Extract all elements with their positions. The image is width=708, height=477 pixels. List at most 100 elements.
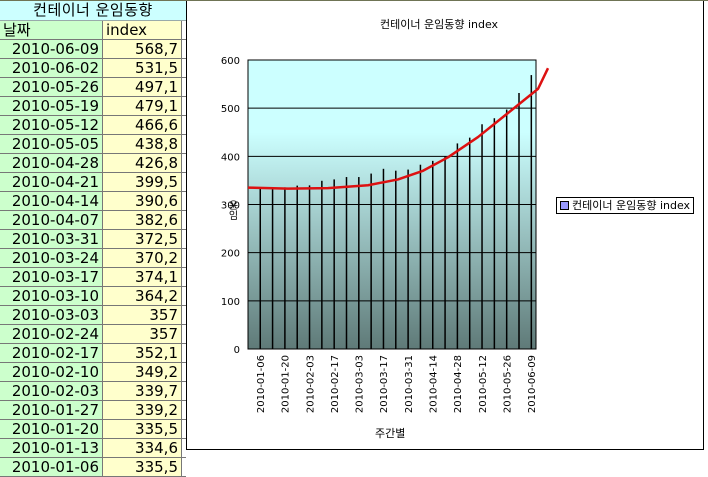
index-cell[interactable]: 357 xyxy=(103,325,182,343)
index-cell[interactable]: 568,7 xyxy=(103,40,182,58)
x-tick-label: 2010-04-14 xyxy=(429,355,440,413)
date-cell[interactable]: 2010-02-17 xyxy=(0,344,103,362)
table-row: 2010-02-24 357 xyxy=(0,325,186,344)
table-row: 2010-03-31 372,5 xyxy=(0,230,186,249)
x-tick-label: 2010-03-03 xyxy=(355,355,366,413)
bar[interactable] xyxy=(259,187,262,349)
bar[interactable] xyxy=(530,75,533,349)
date-cell[interactable]: 2010-03-03 xyxy=(0,306,103,324)
date-cell[interactable]: 2010-06-09 xyxy=(0,40,103,58)
sheet-title[interactable]: 컨테이너 운임동향 xyxy=(0,1,186,21)
date-cell[interactable]: 2010-05-26 xyxy=(0,78,103,96)
date-cell[interactable]: 2010-01-27 xyxy=(0,401,103,419)
date-cell[interactable]: 2010-04-14 xyxy=(0,192,103,210)
date-cell[interactable]: 2010-02-03 xyxy=(0,382,103,400)
index-cell[interactable]: 349,2 xyxy=(103,363,182,381)
x-tick-label: 2010-01-20 xyxy=(281,355,292,413)
header-row: 날짜 index xyxy=(0,21,186,40)
y-tick-label: 400 xyxy=(221,152,240,163)
bar[interactable] xyxy=(481,124,483,349)
table-row: 2010-02-10 349,2 xyxy=(0,363,186,382)
trendline xyxy=(247,67,550,190)
legend-label: 컨테이너 운임동향 index xyxy=(572,199,691,212)
index-cell[interactable]: 339,2 xyxy=(103,401,182,419)
bar[interactable] xyxy=(518,92,520,349)
index-cell[interactable]: 438,8 xyxy=(103,135,182,153)
date-cell[interactable]: 2010-05-12 xyxy=(0,116,103,134)
bar[interactable] xyxy=(284,187,286,349)
bar[interactable] xyxy=(271,187,274,349)
index-cell[interactable]: 497,1 xyxy=(103,78,182,96)
table-row: 2010-02-03 339,7 xyxy=(0,382,186,401)
bar[interactable] xyxy=(432,160,434,349)
table-row: 2010-03-24 370,2 xyxy=(0,249,186,268)
date-cell[interactable]: 2010-01-20 xyxy=(0,420,103,438)
index-cell[interactable]: 382,6 xyxy=(103,211,182,229)
date-cell[interactable]: 2010-04-28 xyxy=(0,154,103,172)
y-tick-label: 600 xyxy=(221,56,240,67)
table-row: 2010-04-21 399,5 xyxy=(0,173,186,192)
bar[interactable] xyxy=(468,137,471,349)
table-row: 2010-06-02 531,5 xyxy=(0,59,186,78)
index-cell[interactable]: 466,6 xyxy=(103,116,182,134)
bar[interactable] xyxy=(345,177,348,349)
date-cell[interactable]: 2010-06-02 xyxy=(0,59,103,77)
bar[interactable] xyxy=(444,156,446,349)
y-tick-label: 300 xyxy=(221,201,240,212)
x-tick-label: 2010-05-12 xyxy=(478,355,489,413)
bar[interactable] xyxy=(370,173,372,349)
index-cell[interactable]: 426,8 xyxy=(103,154,182,172)
index-cell[interactable]: 399,5 xyxy=(103,173,182,191)
index-cell[interactable]: 335,5 xyxy=(103,420,182,438)
bar[interactable] xyxy=(493,118,496,350)
date-cell[interactable]: 2010-04-21 xyxy=(0,173,103,191)
index-cell[interactable]: 352,1 xyxy=(103,344,182,362)
index-cell[interactable]: 531,5 xyxy=(103,59,182,77)
index-cell[interactable]: 334,6 xyxy=(103,439,182,457)
index-cell[interactable]: 370,2 xyxy=(103,249,182,267)
index-cell[interactable]: 372,5 xyxy=(103,230,182,248)
table-row: 2010-05-12 466,6 xyxy=(0,116,186,135)
date-cell[interactable]: 2010-03-24 xyxy=(0,249,103,267)
chart-plot: 0 100 200 300 400 500 600 2010-01-06 2010-01-20 2… xyxy=(221,56,550,413)
header-date[interactable]: 날짜 xyxy=(0,21,103,39)
chart-legend[interactable]: 컨테이너 운임동향 index xyxy=(556,197,695,214)
date-cell[interactable]: 2010-04-07 xyxy=(0,211,103,229)
index-cell[interactable]: 390,6 xyxy=(103,192,182,210)
bar[interactable] xyxy=(456,143,459,349)
date-cell[interactable]: 2010-03-31 xyxy=(0,230,103,248)
table-row: 2010-05-26 497,1 xyxy=(0,78,186,97)
bar[interactable] xyxy=(358,177,360,349)
table-row: 2010-03-17 374,1 xyxy=(0,268,186,287)
chart-title: 컨테이너 운임동향 index xyxy=(380,18,499,31)
bar[interactable] xyxy=(296,185,298,349)
date-cell[interactable]: 2010-05-05 xyxy=(0,135,103,153)
date-cell[interactable]: 2010-02-10 xyxy=(0,363,103,381)
date-cell[interactable]: 2010-03-10 xyxy=(0,287,103,305)
date-cell[interactable]: 2010-05-19 xyxy=(0,97,103,115)
bar[interactable] xyxy=(321,180,323,349)
index-cell[interactable]: 479,1 xyxy=(103,97,182,115)
x-tick-label: 2010-06-09 xyxy=(527,355,538,413)
date-cell[interactable]: 2010-03-17 xyxy=(0,268,103,286)
date-cell[interactable]: 2010-01-13 xyxy=(0,439,103,457)
date-cell[interactable]: 2010-01-06 xyxy=(0,458,103,476)
index-cell[interactable]: 374,1 xyxy=(103,268,182,286)
y-tick-label: 0 xyxy=(234,345,240,356)
header-index[interactable]: index xyxy=(103,21,182,39)
bar[interactable] xyxy=(419,164,422,349)
table-row: 2010-04-14 390,6 xyxy=(0,192,186,211)
bar[interactable] xyxy=(333,179,335,349)
bar[interactable] xyxy=(505,109,508,349)
bar[interactable] xyxy=(382,168,385,349)
date-cell[interactable]: 2010-02-24 xyxy=(0,325,103,343)
index-cell[interactable]: 357 xyxy=(103,306,182,324)
bar[interactable] xyxy=(395,170,397,349)
index-cell[interactable]: 364,2 xyxy=(103,287,182,305)
bar[interactable] xyxy=(308,185,311,349)
y-tick-label: 200 xyxy=(221,249,240,260)
top-border xyxy=(0,0,708,1)
index-cell[interactable]: 335,5 xyxy=(103,458,182,476)
index-cell[interactable]: 339,7 xyxy=(103,382,182,400)
bar[interactable] xyxy=(407,169,409,349)
